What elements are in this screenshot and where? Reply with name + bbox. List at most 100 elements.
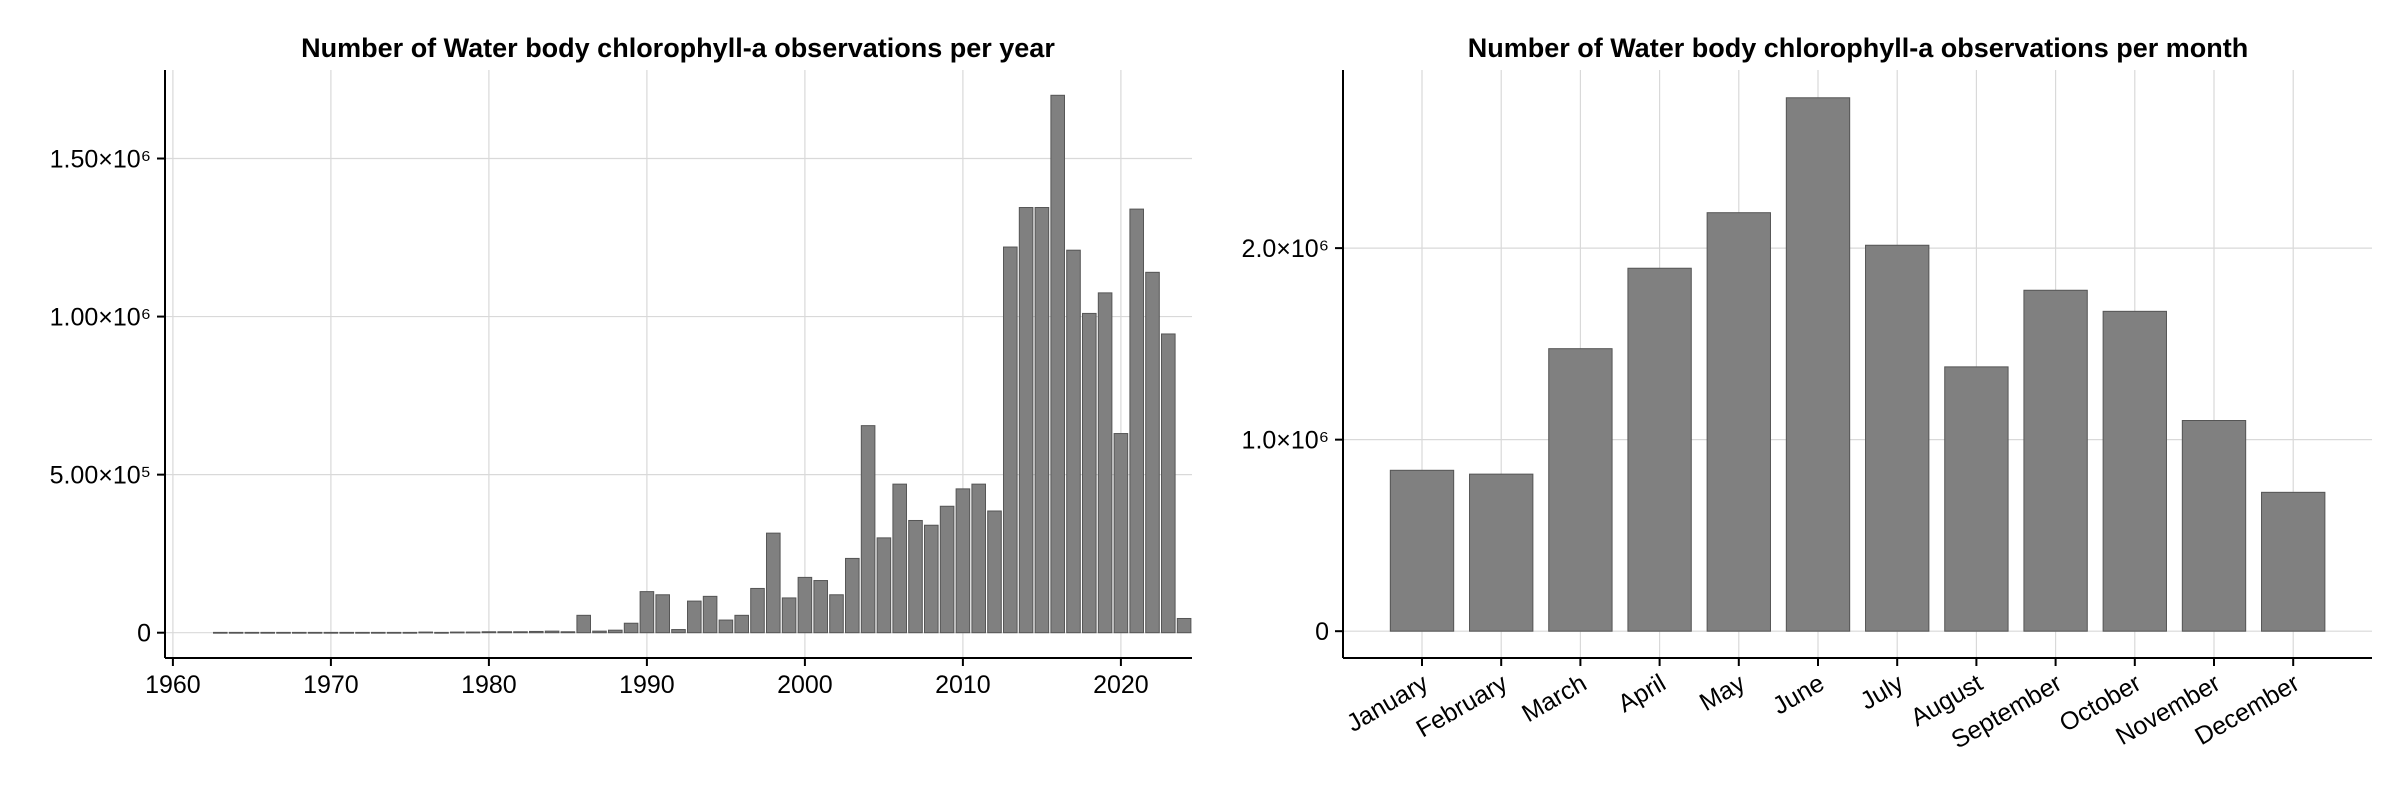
- bar-january: [1389, 469, 1455, 632]
- bar-year-1991: [655, 594, 670, 634]
- chart-year-bars: [213, 94, 1192, 634]
- bar-year-1994: [702, 595, 718, 634]
- bar-year-2004: [860, 425, 876, 634]
- bar-march: [1548, 348, 1613, 632]
- bar-year-1972: [355, 631, 370, 634]
- bar-year-2024: [1176, 617, 1192, 634]
- bar-year-1969: [307, 631, 323, 634]
- chart-month-bars: [1389, 97, 2326, 632]
- bar-year-1985: [560, 631, 576, 634]
- bar-year-1973: [371, 631, 386, 634]
- bar-september: [2023, 289, 2088, 632]
- bar-year-2002: [829, 594, 844, 634]
- bar-year-2014: [1018, 207, 1034, 634]
- bar-year-2001: [813, 580, 828, 634]
- y-tick-label: 1.50×10⁶: [50, 146, 151, 174]
- chart-year-axes: [164, 70, 1192, 659]
- bar-year-2008: [924, 524, 939, 634]
- bar-year-1980: [481, 631, 497, 634]
- chart-year-x-ticks: 1960 1970 1980 1990 2000 2010 2020: [145, 658, 1149, 699]
- bar-june: [1785, 97, 1851, 632]
- bar-year-1978: [450, 631, 465, 634]
- bar-year-1992: [671, 629, 686, 634]
- chart-year-y-ticks: 0 5.00×10⁵ 1.00×10⁶ 1.50×10⁶: [50, 146, 165, 648]
- bar-year-1990: [639, 591, 655, 634]
- x-tick-label: 1980: [461, 671, 517, 699]
- bar-november: [2181, 420, 2247, 632]
- bar-year-1966: [260, 631, 275, 634]
- chart-month-y-ticks: 0 1.0×10⁶ 2.0×10⁶: [1242, 235, 1343, 646]
- bar-year-1999: [781, 597, 797, 634]
- bar-year-2021: [1129, 208, 1144, 634]
- chart-year-title: Number of Water body chlorophyll-a obser…: [301, 33, 1055, 63]
- bar-year-2017: [1066, 249, 1081, 634]
- bar-may: [1706, 212, 1771, 632]
- chart-observations-per-month: Number of Water body chlorophyll-a obser…: [1242, 33, 2372, 754]
- bar-year-1971: [339, 631, 354, 634]
- bar-year-1965: [244, 631, 260, 634]
- bar-april: [1627, 267, 1692, 632]
- bar-year-2022: [1145, 271, 1160, 634]
- bar-year-1982: [513, 631, 528, 634]
- bar-year-2013: [1003, 246, 1018, 634]
- bar-year-1976: [418, 631, 433, 634]
- bar-year-2000: [797, 576, 813, 634]
- bar-year-2018: [1082, 312, 1097, 634]
- bar-year-2020: [1113, 433, 1129, 634]
- bar-year-1974: [386, 631, 402, 634]
- bar-year-2003: [845, 557, 860, 634]
- bar-year-1988: [608, 629, 623, 634]
- bar-year-1997: [750, 587, 765, 634]
- x-tick-label: July: [1856, 669, 1909, 716]
- bar-year-1981: [497, 631, 512, 634]
- bar-year-1996: [734, 614, 749, 634]
- bar-year-1964: [228, 631, 244, 634]
- y-tick-label: 2.0×10⁶: [1242, 235, 1329, 263]
- bar-year-1979: [465, 631, 481, 634]
- bar-year-1989: [623, 622, 639, 634]
- bar-year-2005: [876, 537, 892, 634]
- x-tick-label: 1990: [619, 671, 675, 699]
- bar-july: [1865, 244, 1930, 632]
- y-tick-label: 0: [1315, 618, 1329, 646]
- bar-year-2009: [939, 505, 955, 634]
- x-tick-label: 2000: [777, 671, 833, 699]
- chart-month-title: Number of Water body chlorophyll-a obser…: [1468, 33, 2249, 63]
- bar-year-2007: [908, 519, 923, 634]
- bar-year-1983: [529, 630, 544, 634]
- x-tick-label: February: [1412, 669, 1513, 744]
- x-tick-label: 2010: [935, 671, 991, 699]
- y-tick-label: 1.0×10⁶: [1242, 427, 1329, 455]
- bar-year-1993: [687, 600, 702, 634]
- bar-year-1984: [544, 630, 560, 634]
- x-tick-label: June: [1768, 669, 1829, 720]
- bar-year-1975: [402, 631, 418, 634]
- chart-month-axes: [1342, 70, 2372, 659]
- bar-year-2012: [987, 510, 1002, 634]
- bar-year-2006: [892, 483, 907, 634]
- x-tick-label: May: [1695, 669, 1750, 717]
- bar-december: [2261, 491, 2326, 632]
- bar-august: [1944, 366, 2009, 632]
- bar-year-1986: [576, 614, 591, 634]
- bar-year-2023: [1161, 333, 1176, 634]
- bar-year-2011: [971, 483, 986, 634]
- bar-year-2015: [1034, 207, 1050, 634]
- bar-year-2016: [1050, 94, 1065, 634]
- y-tick-label: 1.00×10⁶: [50, 304, 151, 332]
- x-tick-label: 2020: [1093, 671, 1149, 699]
- bar-october: [2102, 310, 2167, 632]
- bar-year-1967: [276, 631, 291, 634]
- bar-year-2019: [1097, 292, 1113, 634]
- bar-year-1970: [323, 631, 339, 634]
- x-tick-label: 1960: [145, 671, 201, 699]
- chart-observations-per-year: Number of Water body chlorophyll-a obser…: [50, 33, 1192, 699]
- bar-year-1998: [766, 532, 781, 634]
- bar-february: [1469, 473, 1534, 632]
- x-tick-label: March: [1517, 669, 1591, 728]
- y-tick-label: 0: [137, 620, 151, 648]
- x-tick-label: April: [1613, 669, 1670, 718]
- bar-year-1968: [292, 631, 307, 634]
